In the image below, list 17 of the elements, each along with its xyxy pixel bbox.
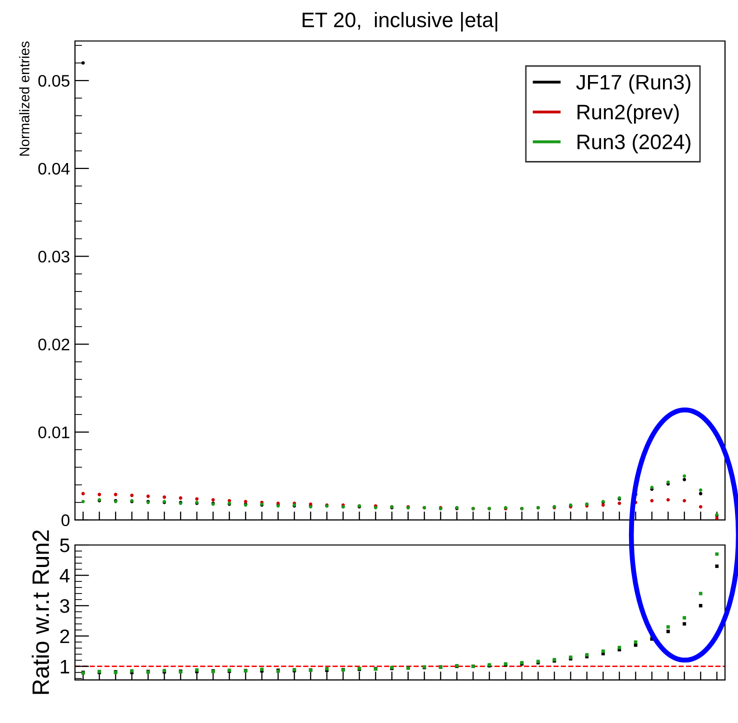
legend-label: Run2(prev)	[578, 104, 679, 124]
y-tick-label: 0.04	[38, 162, 70, 175]
y-axis-title: Ratio w.r.t Run2	[32, 530, 50, 694]
y-tick-label: 0	[62, 514, 70, 526]
y-tick-label: 0.03	[38, 250, 70, 263]
y-tick-label: 4	[60, 569, 70, 582]
chart-title: ET 20, inclusive |eta|	[302, 12, 498, 32]
y-tick-label: 3	[60, 599, 70, 613]
y-tick-label: 1	[60, 660, 70, 674]
y-tick-label: 0.05	[38, 74, 70, 87]
legend-label: JF17 (Run3)	[576, 74, 690, 94]
y-tick-label: 5	[60, 538, 70, 552]
y-axis-title: Normalized entries	[19, 41, 30, 156]
y-tick-label: 0.02	[38, 338, 70, 350]
legend-label: Run3 (2024)	[578, 134, 690, 154]
y-tick-label: 0.01	[38, 426, 70, 438]
y-tick-label: 2	[60, 629, 70, 644]
